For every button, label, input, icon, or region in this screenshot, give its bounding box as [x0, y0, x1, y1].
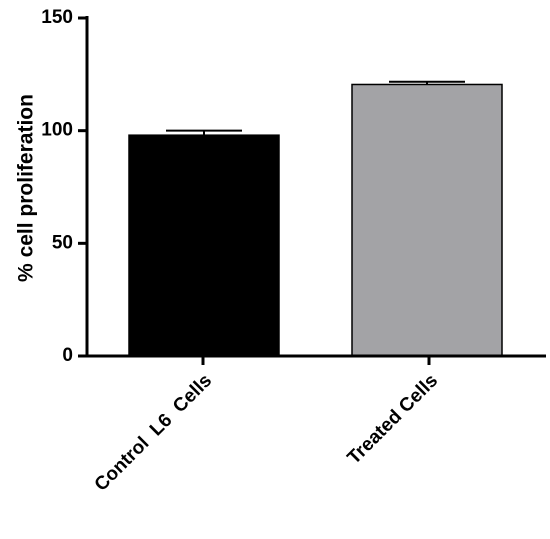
y-axis-title: % cell proliferation [15, 94, 38, 282]
y-tick-label: 50 [52, 232, 73, 253]
y-tick-label: 100 [41, 120, 73, 141]
bar [128, 134, 280, 357]
x-category-label: Treated Cells [344, 370, 442, 468]
y-axis-ticks: 0 50 100 150 [41, 7, 87, 366]
y-tick-label: 0 [62, 345, 73, 366]
bars [128, 80, 503, 357]
x-axis-labels: Control L6 Cells Treated Cells [91, 356, 442, 496]
x-category-label: Control L6 Cells [91, 370, 216, 495]
bar [351, 83, 503, 357]
y-tick-label: 150 [41, 7, 73, 28]
